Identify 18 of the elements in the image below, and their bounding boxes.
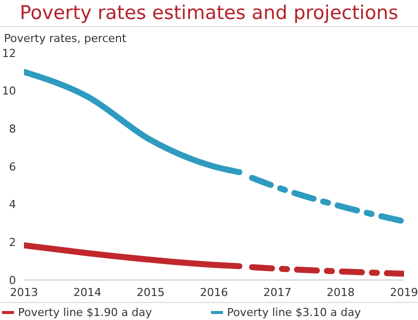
- x-tick-label: 2016: [200, 286, 228, 299]
- x-tick-label: 2017: [263, 286, 292, 299]
- y-tick-label: 6: [9, 160, 16, 174]
- y-axis-title: Poverty rates, percent: [3, 31, 128, 47]
- x-tick-label: 2015: [136, 286, 165, 299]
- x-tick-label: 2013: [10, 286, 38, 299]
- y-tick-label: 4: [9, 198, 16, 212]
- x-tick-label: 2018: [326, 286, 355, 299]
- y-tick-label: 12: [2, 46, 16, 60]
- x-tick-label: 2019: [390, 286, 418, 299]
- x-tick-label: 2014: [73, 286, 102, 299]
- y-tick-label: 10: [2, 84, 16, 98]
- y-tick-label: 2: [9, 236, 16, 250]
- legend-label: Poverty line $1.90 a day: [18, 306, 152, 319]
- y-tick-label: 8: [9, 122, 16, 136]
- legend-label: Poverty line $3.10 a day: [227, 306, 361, 319]
- chart-title: Poverty rates estimates and projections: [0, 0, 418, 27]
- y-tick-label: 0: [9, 274, 16, 287]
